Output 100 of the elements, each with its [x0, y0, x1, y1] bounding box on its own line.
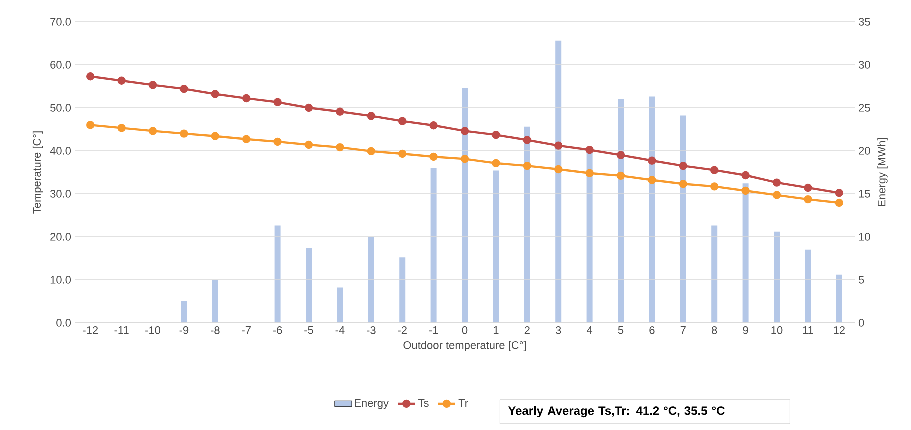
- x-tick-label: 4: [586, 326, 593, 334]
- point: [460, 127, 470, 136]
- point: [336, 143, 344, 152]
- point: [180, 130, 188, 138]
- x-tick-label: -12: [83, 326, 98, 334]
- y2-tick-label: 35: [858, 18, 870, 26]
- x-tick-label: 8: [712, 326, 718, 334]
- x-tick-label: 5: [618, 326, 624, 334]
- y2-axis-title: Energy [MWh]: [878, 138, 888, 206]
- point: [118, 76, 126, 86]
- x-tick-label: 9: [743, 326, 748, 334]
- point: [742, 171, 750, 180]
- y-axis-title: Temperature [C°]: [32, 132, 44, 214]
- bar: [774, 232, 780, 323]
- y2-tick-label: 20: [859, 147, 870, 155]
- point: [616, 151, 626, 160]
- point: [242, 94, 251, 103]
- bar: [462, 88, 468, 323]
- point: [586, 169, 594, 178]
- y2-tick-label: 10: [859, 233, 870, 241]
- point: [523, 162, 532, 170]
- x-tick-label: 3: [556, 326, 562, 334]
- point: [367, 147, 376, 156]
- y2-tick-label: 25: [859, 104, 870, 112]
- legend-label: Tr: [458, 399, 468, 407]
- y2-tick-label: 0: [858, 319, 864, 327]
- bar: [212, 280, 218, 323]
- bar: [524, 126, 530, 323]
- point: [180, 84, 188, 94]
- bar: [742, 184, 749, 323]
- point: [742, 186, 750, 196]
- point: [367, 112, 376, 120]
- point: [835, 189, 844, 198]
- point: [586, 146, 594, 154]
- point: [492, 130, 500, 140]
- y-tick-label: 40.0: [50, 147, 72, 155]
- y-tick-label: 20.0: [50, 233, 72, 241]
- y2-tick-label: 5: [858, 276, 864, 284]
- point: [242, 135, 251, 144]
- point: [554, 142, 563, 150]
- point: [804, 184, 812, 192]
- bar: [337, 288, 344, 323]
- x-tick-label: -6: [273, 326, 282, 334]
- bar: [836, 274, 842, 323]
- point: [804, 195, 812, 204]
- x-tick-label: -5: [304, 326, 314, 334]
- x-tick-label: 6: [650, 326, 655, 334]
- x-tick-label: 1: [494, 326, 499, 334]
- point: [304, 140, 314, 150]
- bar: [618, 99, 624, 323]
- bar: [400, 258, 406, 323]
- point: [274, 98, 282, 107]
- point: [211, 90, 220, 98]
- point: [430, 122, 438, 130]
- bar: [274, 226, 281, 323]
- legend-label: Energy: [355, 399, 389, 410]
- point: [86, 121, 95, 130]
- point: [772, 191, 782, 200]
- y-tick-label: 30.0: [50, 190, 72, 198]
- x-tick-label: -1: [429, 326, 438, 334]
- point: [710, 182, 719, 191]
- x-tick-label: 10: [772, 326, 783, 334]
- bar: [586, 150, 593, 323]
- bar: [712, 226, 718, 323]
- bar: [430, 168, 437, 323]
- x-tick-label: 2: [524, 326, 530, 334]
- point: [398, 117, 407, 126]
- point: [274, 138, 282, 146]
- text: Yearly Average Ts,Tr: 41.2 °C, 35.5 °C: [508, 406, 725, 418]
- x-tick-label: -3: [367, 326, 376, 334]
- x-tick-label: -9: [180, 326, 189, 334]
- x-tick-label: -7: [242, 326, 251, 334]
- point: [398, 150, 407, 158]
- y-tick-label: 70.0: [50, 18, 72, 26]
- x-tick-label: 0: [462, 326, 468, 334]
- point: [616, 172, 626, 180]
- bar: [181, 301, 188, 323]
- y-tick-label: 60.0: [50, 61, 72, 69]
- bar: [493, 170, 500, 323]
- x-tick-label: -8: [211, 326, 220, 334]
- bar: [805, 250, 812, 323]
- point: [772, 178, 782, 187]
- y2-tick-label: 30: [858, 61, 870, 69]
- point: [648, 176, 656, 184]
- point: [492, 159, 500, 168]
- bar: [680, 116, 686, 323]
- y-tick-label: 10.0: [50, 276, 72, 284]
- x-tick-label: 12: [834, 326, 845, 334]
- y2-tick-label: 15: [859, 190, 870, 198]
- x-tick-label: 11: [803, 326, 814, 334]
- x-axis-title: Outdoor temperature [C°]: [404, 341, 526, 352]
- legend-label: Ts: [418, 399, 429, 408]
- point: [86, 72, 95, 81]
- point: [336, 108, 344, 116]
- x-tick-label: -2: [398, 326, 407, 334]
- point: [148, 81, 158, 90]
- x-tick-label: 7: [680, 326, 686, 334]
- point: [835, 198, 844, 208]
- point: [211, 132, 220, 140]
- point: [304, 104, 314, 112]
